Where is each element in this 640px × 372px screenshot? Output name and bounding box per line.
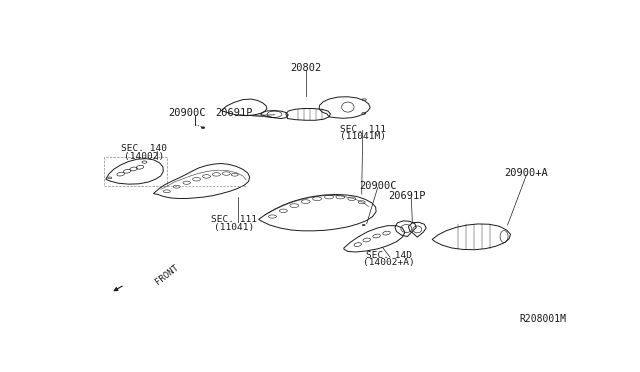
Text: (14002+A): (14002+A)	[363, 259, 415, 267]
Ellipse shape	[362, 224, 365, 226]
Text: (11041): (11041)	[214, 224, 254, 232]
Text: 20900C: 20900C	[359, 180, 396, 190]
Text: 20691P: 20691P	[388, 192, 426, 202]
Text: 20900C: 20900C	[168, 108, 205, 118]
Text: SEC. 140: SEC. 140	[122, 144, 168, 153]
Ellipse shape	[201, 127, 205, 129]
Text: 20900+A: 20900+A	[504, 168, 548, 178]
Text: (14002): (14002)	[124, 152, 164, 161]
Text: 20802: 20802	[290, 62, 321, 73]
Text: SEC. 14D: SEC. 14D	[366, 251, 412, 260]
Text: R208001M: R208001M	[519, 314, 566, 324]
Text: SEC. 111: SEC. 111	[211, 215, 257, 224]
Text: FRONT: FRONT	[154, 263, 180, 287]
Text: SEC. 111: SEC. 111	[340, 125, 386, 134]
Text: 20691P: 20691P	[215, 108, 253, 118]
Text: (11041M): (11041M)	[340, 132, 386, 141]
